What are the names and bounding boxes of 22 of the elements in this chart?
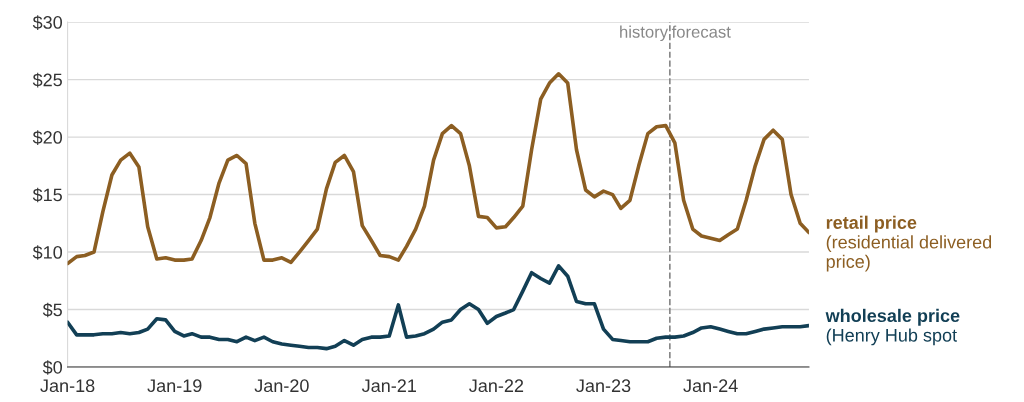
x-tick-label: Jan-24	[683, 379, 738, 393]
x-tick-label: Jan-19	[147, 379, 202, 393]
series-label: wholesale price	[825, 308, 960, 326]
x-tick-label: Jan-22	[469, 379, 524, 393]
y-tick-label: $0	[42, 360, 63, 375]
x-tick-label: Jan-23	[576, 379, 631, 393]
text: (Henry Hub spot	[826, 328, 957, 346]
y-tick-label: $25	[32, 72, 62, 88]
series-label: retail price	[826, 215, 917, 233]
text: (residential delivered price)	[826, 235, 992, 272]
x-tick-label: Jan-20	[254, 379, 309, 393]
x-tick-label: Jan-21	[361, 379, 416, 393]
ref-line-label: history	[620, 25, 669, 42]
y-tick-label: $30	[32, 15, 63, 30]
annotation: forecast	[671, 25, 731, 38]
y-tick-label: $10	[32, 245, 63, 260]
x-tick-label: Jan-18	[40, 379, 95, 393]
y-tick-label: $20	[32, 130, 63, 145]
line-series	[67, 264, 809, 351]
line-series	[67, 72, 809, 266]
y-tick-label: $5	[42, 302, 62, 318]
y-tick-label: $15	[32, 187, 62, 203]
